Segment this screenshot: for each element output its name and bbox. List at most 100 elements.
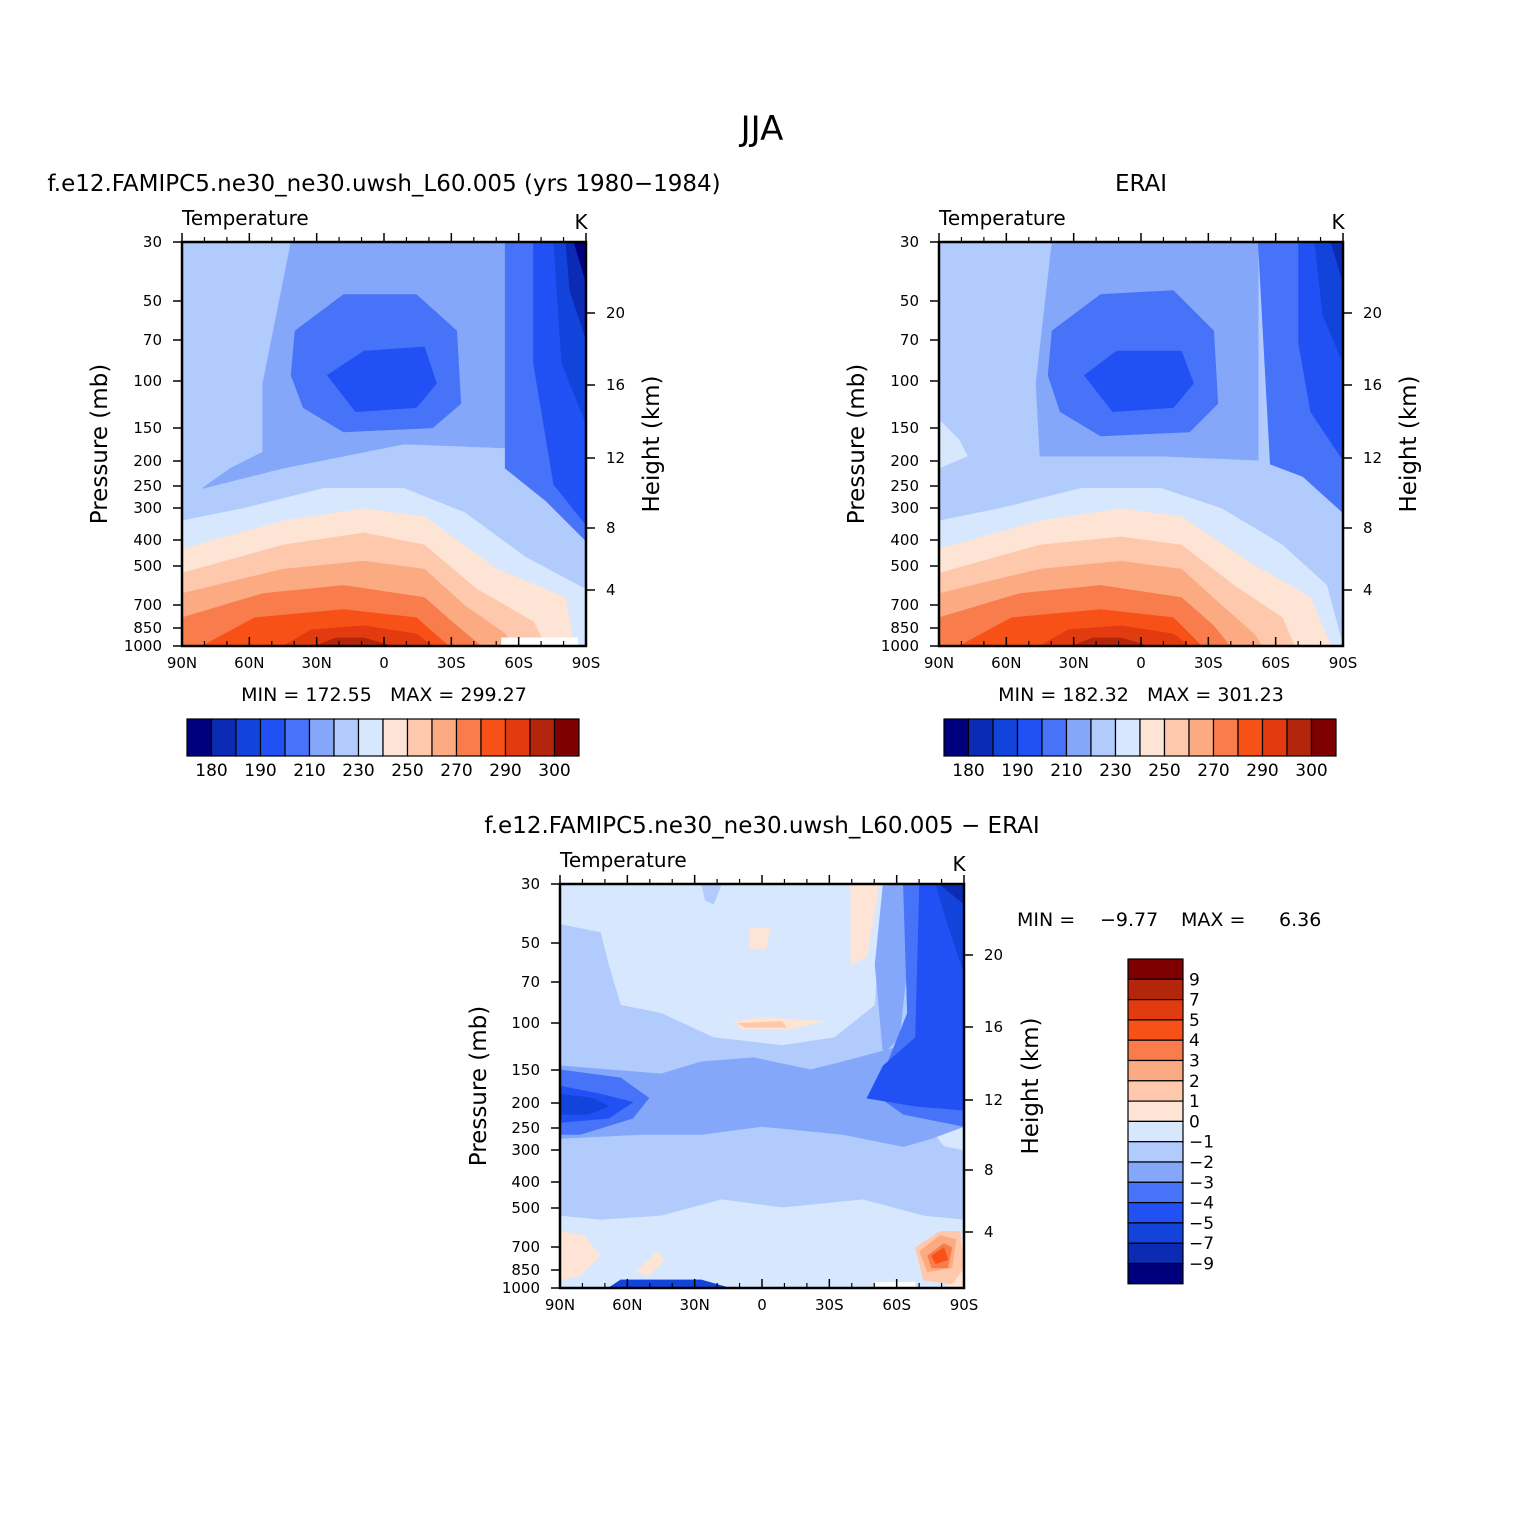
y-tick-label: 70 [521,973,540,991]
colorbar-label: 300 [1295,761,1327,781]
panel-model-title: f.e12.FAMIPC5.ne30_ne30.uwsh_L60.005 (yr… [47,171,720,197]
y-tick-label: 850 [511,1261,540,1279]
y2-tick-label: 16 [984,1018,1003,1036]
colorbar-label: −9 [1189,1255,1214,1275]
contour-region [866,884,964,1111]
y-tick-label: 50 [900,292,919,310]
colorbar-label: 5 [1189,1011,1200,1031]
colorbar-box [1127,1059,1184,1082]
colorbar-box [1090,718,1117,757]
contour-region [1330,242,1343,283]
colorbar-box [1041,718,1068,757]
y-tick-label: 50 [143,292,162,310]
colorbar-box [1261,718,1288,757]
x-tick-label: 30N [1059,654,1089,672]
y-tick-label: 400 [511,1173,540,1191]
colorbar-label: 230 [1099,761,1131,781]
x-tick-label: 0 [379,654,389,672]
colorbar-box [992,718,1019,757]
colorbar-box [406,718,433,757]
y-tick-label: 30 [521,875,540,893]
contour-region [701,884,722,905]
colorbar-box [1127,1222,1184,1244]
colorbar-box [1127,1120,1184,1143]
contour-region [1314,242,1343,364]
y-tick-label: 200 [511,1094,540,1112]
y-tick-label: 30 [900,233,919,251]
colorbar-label: 190 [1001,761,1033,781]
colorbar-box [1127,1181,1184,1204]
colorbar-box [1188,718,1215,757]
colorbar-label: −4 [1189,1194,1214,1214]
figure-title: JJA [739,109,784,149]
x-tick-label: 60N [234,654,264,672]
panel-erai-units: K [1331,210,1345,234]
y-tick-label: 500 [890,557,919,575]
colorbar-label: 1 [1189,1092,1200,1112]
colorbar-box [1127,1161,1184,1183]
y-tick-label: 300 [511,1141,540,1159]
x-tick-label: 0 [1136,654,1146,672]
colorbar-box [1016,718,1043,757]
colorbar-label: 250 [391,761,423,781]
panel-diff-max-value: 6.36 [1279,909,1321,931]
y-tick-label: 700 [890,596,919,614]
contour-region [736,1021,787,1028]
panel-diff-y2label: Height (km) [1018,1017,1044,1154]
colorbar-box [382,718,409,757]
panel-erai-subtitle: Temperature [938,206,1066,230]
y-tick-label: 150 [511,1061,540,1079]
colorbar-box [1127,1039,1184,1062]
colorbar-box [210,718,237,757]
y-tick-label: 500 [511,1199,540,1217]
contour-region [939,884,964,905]
y-tick-label: 200 [133,452,162,470]
colorbar-box [1127,978,1184,1001]
contour-region [573,242,586,283]
colorbar-box [480,718,507,757]
panel-diff-subtitle: Temperature [559,848,687,872]
colorbar-label: 9 [1189,970,1200,990]
contour-region [560,1231,601,1281]
x-tick-label: 30S [815,1296,844,1314]
contour-region [560,1093,610,1115]
y2-tick-label: 16 [606,376,625,394]
colorbar-label: 180 [952,761,984,781]
x-tick-label: 60S [1261,654,1290,672]
colorbar-label: 270 [1197,761,1229,781]
panel-diff-units: K [952,852,966,876]
x-tick-label: 30S [1194,654,1223,672]
x-tick-label: 90N [167,654,197,672]
y-tick-label: 200 [890,452,919,470]
colorbar-box [1127,1100,1184,1122]
panel-model-units: K [574,210,588,234]
colorbar-box [431,718,458,757]
colorbar-label: 190 [244,761,276,781]
x-tick-label: 90S [572,654,601,672]
y-tick-label: 100 [890,372,919,390]
y2-tick-label: 20 [984,946,1003,964]
colorbar-box [967,718,994,757]
y2-tick-label: 8 [1363,519,1373,537]
colorbar-label: 7 [1189,991,1200,1011]
y-tick-label: 700 [133,596,162,614]
y-tick-label: 100 [511,1014,540,1032]
y-tick-label: 850 [890,619,919,637]
colorbar-label: 230 [342,761,374,781]
contour-region [326,346,437,413]
y-tick-label: 300 [133,499,162,517]
colorbar-label: −7 [1189,1234,1214,1254]
x-tick-label: 60N [612,1296,642,1314]
contour-region [315,637,393,646]
colorbar-label: 290 [489,761,521,781]
y2-tick-label: 8 [606,519,616,537]
y2-tick-label: 12 [984,1091,1003,1109]
contour-region [636,1251,666,1277]
missing-data-region [501,637,578,646]
colorbar-label: 300 [538,761,570,781]
colorbar-box [1127,1019,1184,1041]
x-tick-label: 90S [1329,654,1358,672]
colorbar-box [1065,718,1092,757]
x-tick-label: 0 [757,1296,767,1314]
